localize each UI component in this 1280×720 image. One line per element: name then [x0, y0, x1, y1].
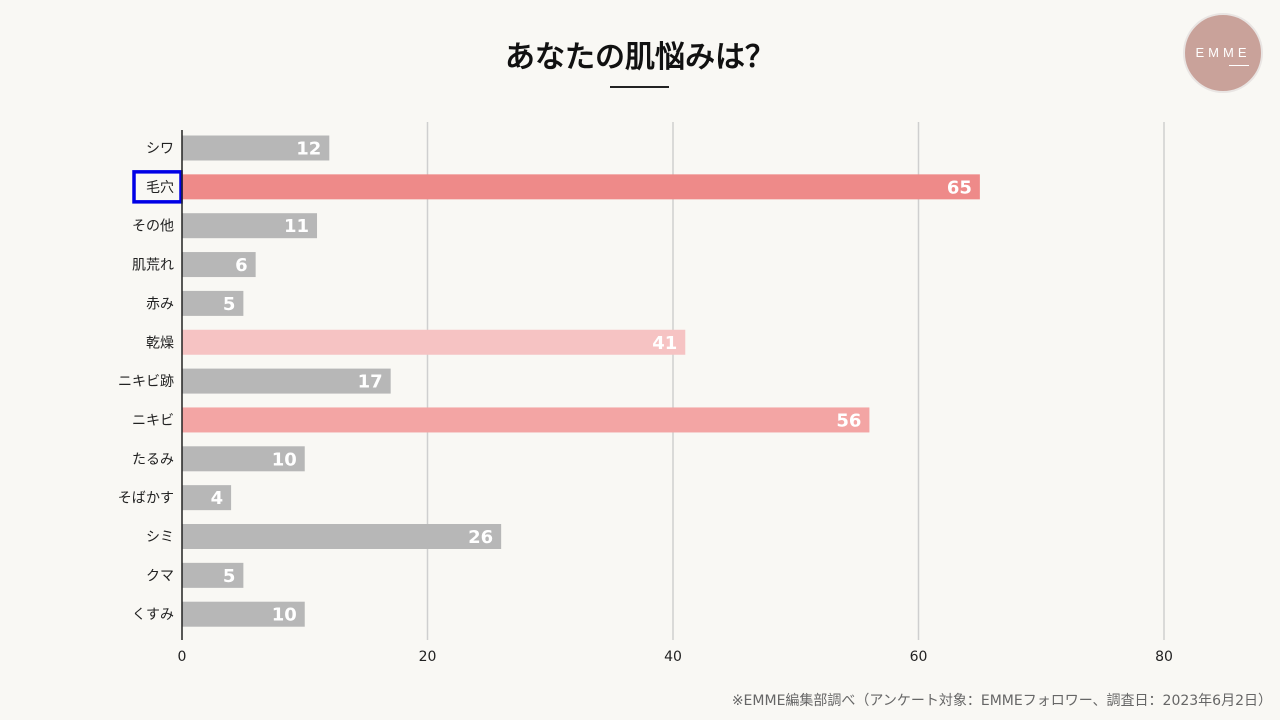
category-label: ニキビ跡 [118, 374, 174, 390]
bar [182, 485, 232, 511]
bar [182, 290, 244, 316]
category-label: 肌荒れ [132, 258, 174, 274]
category-label: シワ [146, 141, 174, 157]
x-tick-label: 0 [178, 649, 187, 665]
source-footnote: ※EMME編集部調べ（アンケート対象：EMMEフォロワー、調査日：2023年6月… [731, 693, 1272, 709]
title-underline [610, 86, 669, 88]
data-label: 65 [947, 177, 972, 198]
category-label: その他 [132, 219, 174, 235]
bar [182, 524, 502, 549]
data-label: 10 [272, 605, 297, 626]
bar [182, 407, 870, 433]
logo-underline [1229, 65, 1249, 66]
category-label: そばかす [118, 491, 174, 507]
data-label: 26 [468, 527, 493, 548]
data-label: 10 [272, 449, 297, 470]
x-tick-label: 80 [1155, 649, 1173, 665]
bar [182, 213, 318, 239]
bar [182, 368, 391, 394]
data-label: 56 [836, 410, 861, 431]
emme-logo: EMME [1183, 13, 1263, 93]
bar [182, 329, 686, 355]
category-label: たるみ [132, 452, 174, 468]
category-label: シミ [146, 530, 174, 546]
data-label: 5 [223, 566, 236, 587]
bar [182, 446, 305, 472]
data-label: 4 [211, 488, 224, 509]
category-label: くすみ [132, 607, 174, 623]
data-label: 6 [235, 255, 248, 276]
data-label: 11 [284, 216, 309, 237]
bar [182, 601, 305, 627]
category-label: 赤み [146, 296, 174, 312]
category-label: クマ [146, 568, 174, 584]
bar [182, 135, 330, 161]
category-label: 毛穴 [146, 180, 174, 196]
data-label: 41 [652, 333, 677, 354]
chart-title: あなたの肌悩みは？ [505, 40, 775, 75]
category-label: ニキビ [132, 413, 174, 429]
bar [182, 252, 256, 278]
highlight-box [132, 170, 183, 204]
bar [182, 562, 244, 588]
x-tick-label: 60 [910, 649, 928, 665]
data-label: 5 [223, 294, 236, 315]
logo-text: EMME [1195, 45, 1251, 60]
data-label: 12 [296, 139, 321, 160]
data-label: 17 [358, 372, 383, 393]
category-label: 乾燥 [146, 335, 174, 351]
x-tick-label: 40 [664, 649, 682, 665]
bar [182, 174, 980, 200]
x-tick-label: 20 [419, 649, 437, 665]
